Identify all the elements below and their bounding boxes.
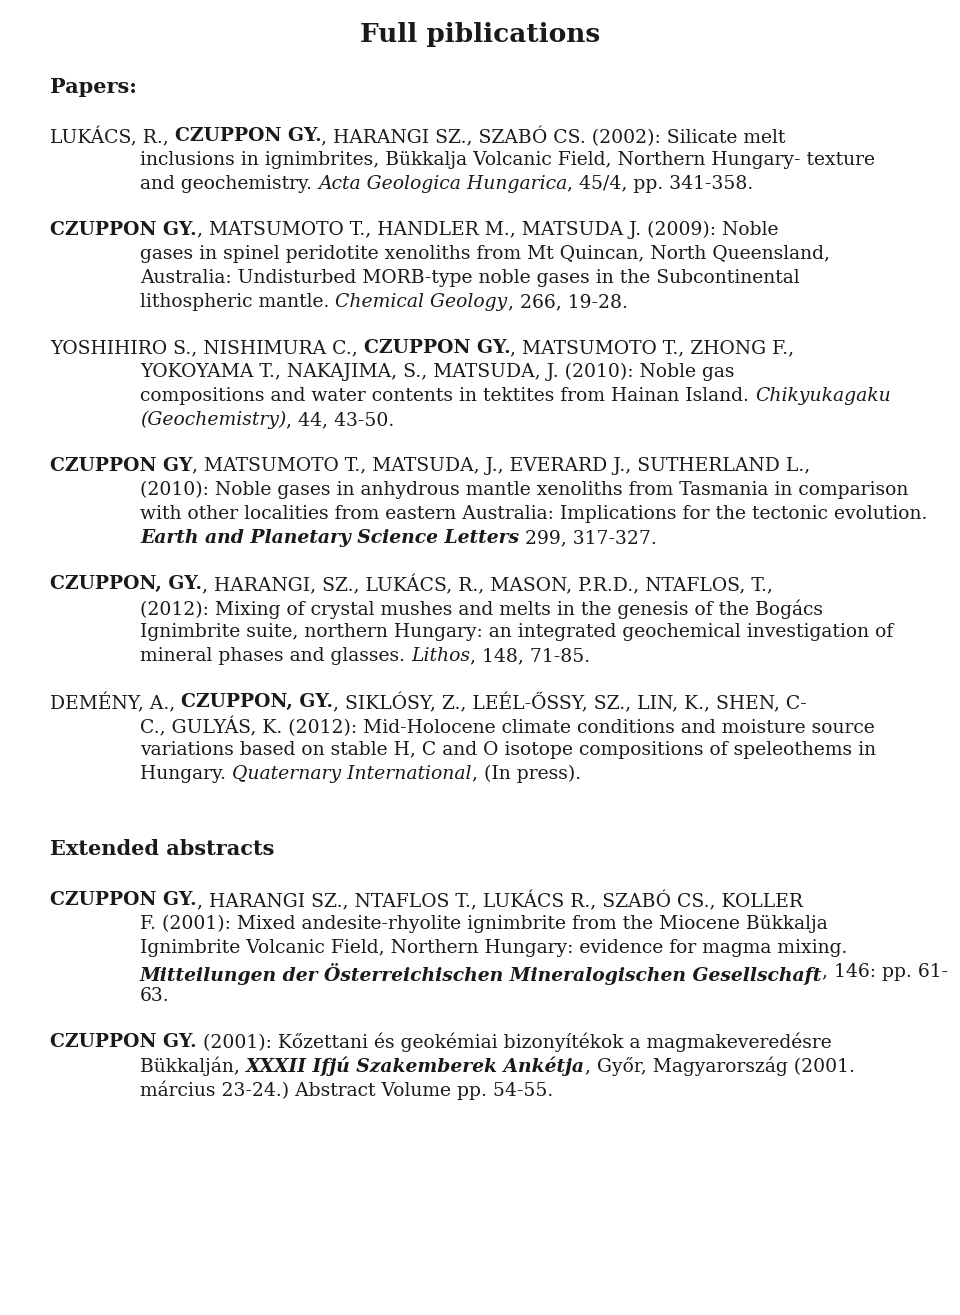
Text: március 23-24.) Abstract Volume pp. 54-55.: március 23-24.) Abstract Volume pp. 54-5…	[140, 1081, 553, 1101]
Text: YOKOYAMA T., NAKAJIMA, S., MATSUDA, J. (2010): Noble gas: YOKOYAMA T., NAKAJIMA, S., MATSUDA, J. (…	[140, 363, 734, 381]
Text: 299, 317-327.: 299, 317-327.	[519, 529, 657, 547]
Text: DEMÉNY, A.,: DEMÉNY, A.,	[50, 693, 181, 713]
Text: F. (2001): Mixed andesite-rhyolite ignimbrite from the Miocene Bükkalja: F. (2001): Mixed andesite-rhyolite ignim…	[140, 915, 828, 934]
Text: , HARANGI SZ., NTAFLOS T., LUKÁCS R., SZABÓ CS., KOLLER: , HARANGI SZ., NTAFLOS T., LUKÁCS R., SZ…	[197, 892, 803, 911]
Text: , MATSUMOTO T., ZHONG F.,: , MATSUMOTO T., ZHONG F.,	[511, 339, 795, 356]
Text: , 45/4, pp. 341-358.: , 45/4, pp. 341-358.	[567, 175, 754, 193]
Text: compositions and water contents in tektites from Hainan Island.: compositions and water contents in tekti…	[140, 387, 755, 405]
Text: , (In press).: , (In press).	[471, 765, 581, 784]
Text: LUKÁCS, R.,: LUKÁCS, R.,	[50, 128, 175, 147]
Text: Papers:: Papers:	[50, 78, 137, 97]
Text: CZUPPON GY.: CZUPPON GY.	[364, 339, 511, 356]
Text: CZUPPON GY.: CZUPPON GY.	[50, 221, 197, 239]
Text: and geochemistry.: and geochemistry.	[140, 175, 318, 193]
Text: C., GULYÁS, K. (2012): Mid-Holocene climate conditions and moisture source: C., GULYÁS, K. (2012): Mid-Holocene clim…	[140, 717, 875, 738]
Text: CZUPPON GY.: CZUPPON GY.	[50, 1034, 197, 1051]
Text: Australia: Undisturbed MORB-type noble gases in the Subcontinental: Australia: Undisturbed MORB-type noble g…	[140, 270, 800, 287]
Text: Extended abstracts: Extended abstracts	[50, 839, 275, 859]
Text: (Geochemistry): (Geochemistry)	[140, 412, 286, 429]
Text: , MATSUMOTO T., MATSUDA, J., EVERARD J., SUTHERLAND L.,: , MATSUMOTO T., MATSUDA, J., EVERARD J.,…	[193, 458, 811, 475]
Text: CZUPPON GY: CZUPPON GY	[50, 458, 193, 475]
Text: CZUPPON GY.: CZUPPON GY.	[50, 892, 197, 909]
Text: , 148, 71-85.: , 148, 71-85.	[470, 647, 590, 665]
Text: , 266, 19-28.: , 266, 19-28.	[508, 293, 628, 312]
Text: (2001): Kőzettani és geokémiai bizonyítékok a magmakeveredésre: (2001): Kőzettani és geokémiai bizonyíté…	[197, 1034, 831, 1052]
Text: Full piblications: Full piblications	[360, 22, 600, 47]
Text: , MATSUMOTO T., HANDLER M., MATSUDA J. (2009): Noble: , MATSUMOTO T., HANDLER M., MATSUDA J. (…	[197, 221, 779, 239]
Text: Acta Geologica Hungarica: Acta Geologica Hungarica	[318, 175, 567, 193]
Text: Quaternary International: Quaternary International	[232, 765, 471, 782]
Text: , HARANGI, SZ., LUKÁCS, R., MASON, P.R.D., NTAFLOS, T.,: , HARANGI, SZ., LUKÁCS, R., MASON, P.R.D…	[202, 575, 773, 596]
Text: XXXII Ifjú Szakemberek Ankétja: XXXII Ifjú Szakemberek Ankétja	[246, 1057, 585, 1077]
Text: Lithos: Lithos	[411, 647, 470, 665]
Text: Bükkalján,: Bükkalján,	[140, 1057, 246, 1077]
Text: Hungary.: Hungary.	[140, 765, 232, 782]
Text: inclusions in ignimbrites, Bükkalja Volcanic Field, Northern Hungary- texture: inclusions in ignimbrites, Bükkalja Volc…	[140, 151, 875, 170]
Text: variations based on stable H, C and O isotope compositions of speleothems in: variations based on stable H, C and O is…	[140, 740, 876, 759]
Text: , 146: pp. 61-: , 146: pp. 61-	[823, 963, 948, 981]
Text: Ignimbrite Volcanic Field, Northern Hungary: evidence for magma mixing.: Ignimbrite Volcanic Field, Northern Hung…	[140, 939, 848, 957]
Text: Chemical Geology: Chemical Geology	[335, 293, 508, 312]
Text: 63.: 63.	[140, 988, 170, 1005]
Text: mineral phases and glasses.: mineral phases and glasses.	[140, 647, 411, 665]
Text: , HARANGI SZ., SZABÓ CS. (2002): Silicate melt: , HARANGI SZ., SZABÓ CS. (2002): Silicat…	[322, 128, 785, 147]
Text: CZUPPON, GY.: CZUPPON, GY.	[181, 693, 333, 711]
Text: , 44, 43-50.: , 44, 43-50.	[286, 412, 395, 429]
Text: CZUPPON GY.: CZUPPON GY.	[175, 128, 322, 145]
Text: (2012): Mixing of crystal mushes and melts in the genesis of the Bogács: (2012): Mixing of crystal mushes and mel…	[140, 600, 823, 618]
Text: lithospheric mantle.: lithospheric mantle.	[140, 293, 335, 312]
Text: Chikyukagaku: Chikyukagaku	[755, 387, 891, 405]
Text: YOSHIHIRO S., NISHIMURA C.,: YOSHIHIRO S., NISHIMURA C.,	[50, 339, 364, 356]
Text: , Győr, Magyarország (2001.: , Győr, Magyarország (2001.	[585, 1057, 854, 1077]
Text: Ignimbrite suite, northern Hungary: an integrated geochemical investigation of: Ignimbrite suite, northern Hungary: an i…	[140, 623, 893, 640]
Text: CZUPPON, GY.: CZUPPON, GY.	[50, 575, 202, 593]
Text: (2010): Noble gases in anhydrous mantle xenoliths from Tasmania in comparison: (2010): Noble gases in anhydrous mantle …	[140, 481, 908, 500]
Text: , SIKLÓSY, Z., LEÉL-ŐSSY, SZ., LIN, K., SHEN, C-: , SIKLÓSY, Z., LEÉL-ŐSSY, SZ., LIN, K., …	[333, 693, 807, 713]
Text: with other localities from eastern Australia: Implications for the tectonic evol: with other localities from eastern Austr…	[140, 505, 927, 523]
Text: Earth and Planetary Science Letters: Earth and Planetary Science Letters	[140, 529, 519, 547]
Text: gases in spinel peridotite xenoliths from Mt Quincan, North Queensland,: gases in spinel peridotite xenoliths fro…	[140, 245, 830, 263]
Text: Mitteilungen der Österreichischen Mineralogischen Gesellschaft: Mitteilungen der Österreichischen Minera…	[140, 963, 823, 985]
